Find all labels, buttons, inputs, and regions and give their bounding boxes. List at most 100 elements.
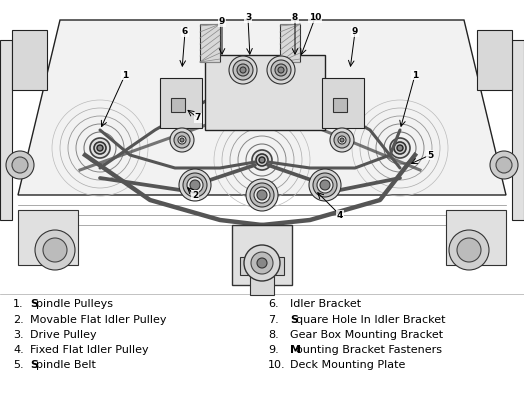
Circle shape [397,145,403,151]
Circle shape [246,179,278,211]
Bar [200,24,220,62]
Circle shape [179,169,211,201]
Circle shape [251,252,273,274]
Text: ounting Bracket Fasteners: ounting Bracket Fasteners [296,345,442,355]
Polygon shape [18,20,506,195]
Circle shape [6,151,34,179]
Circle shape [229,56,257,84]
Circle shape [271,60,291,80]
Circle shape [170,128,194,152]
Circle shape [252,150,272,170]
Text: S: S [30,360,38,370]
Text: S: S [30,299,38,309]
Circle shape [240,67,246,73]
Bar [512,40,524,220]
Circle shape [257,190,267,200]
Circle shape [233,60,253,80]
Text: 8: 8 [292,13,298,23]
Bar [232,225,292,285]
Circle shape [267,56,295,84]
Text: 9: 9 [219,17,225,27]
Bar [477,30,512,90]
Circle shape [90,138,110,158]
Circle shape [178,136,186,144]
Text: 10.: 10. [268,360,286,370]
Text: quare Hole In Idler Bracket: quare Hole In Idler Bracket [296,315,445,325]
Text: 1.: 1. [13,299,24,309]
Circle shape [35,230,75,270]
Text: 10: 10 [309,13,321,23]
Circle shape [340,138,344,142]
Text: 1: 1 [122,70,128,80]
Circle shape [275,64,287,76]
Text: 1: 1 [412,70,418,80]
Text: 5.: 5. [13,360,24,370]
Circle shape [43,238,67,262]
Bar [12,30,47,90]
Circle shape [278,67,284,73]
Circle shape [394,142,406,154]
Text: pindle Pulleys: pindle Pulleys [36,299,113,309]
Text: Movable Flat Idler Pulley: Movable Flat Idler Pulley [30,315,167,325]
Text: 9.: 9. [268,345,279,355]
Text: pindle Belt: pindle Belt [36,360,96,370]
Text: M: M [290,345,301,355]
Text: 7.: 7. [268,315,279,325]
Circle shape [449,230,489,270]
Text: 2: 2 [192,190,198,200]
Circle shape [338,136,346,144]
Circle shape [174,132,190,148]
Circle shape [256,154,268,166]
Text: 4.: 4. [13,345,24,355]
Bar [333,98,347,112]
Circle shape [496,157,512,173]
Circle shape [180,138,184,142]
Bar [240,257,284,275]
Text: 8.: 8. [268,330,279,340]
Bar [0,0,524,294]
Circle shape [257,258,267,268]
Circle shape [244,245,280,281]
Text: Deck Mounting Plate: Deck Mounting Plate [290,360,406,370]
Circle shape [490,151,518,179]
Text: Drive Pulley: Drive Pulley [30,330,96,340]
Bar [446,210,506,265]
Text: Idler Bracket: Idler Bracket [290,299,361,309]
Bar [18,210,78,265]
Circle shape [330,128,354,152]
Text: 4: 4 [337,211,343,219]
Text: 3.: 3. [13,330,24,340]
Circle shape [12,157,28,173]
Circle shape [390,138,410,158]
Circle shape [309,169,341,201]
Circle shape [237,64,249,76]
Text: 9: 9 [352,27,358,36]
Text: S: S [290,315,298,325]
Text: 2.: 2. [13,315,24,325]
Circle shape [457,238,481,262]
Text: Gear Box Mounting Bracket: Gear Box Mounting Bracket [290,330,443,340]
Circle shape [320,180,330,190]
Bar [322,78,364,128]
Bar [205,55,325,130]
Circle shape [313,173,337,197]
Circle shape [254,187,270,203]
Circle shape [187,177,203,193]
Circle shape [317,177,333,193]
Circle shape [94,142,106,154]
Text: 6.: 6. [268,299,279,309]
Text: 6: 6 [182,27,188,36]
Circle shape [190,180,200,190]
Circle shape [259,157,265,163]
Bar [250,265,274,295]
Bar [171,98,185,112]
Bar [0,40,12,220]
Circle shape [183,173,207,197]
Circle shape [334,132,350,148]
Text: 3: 3 [245,13,251,23]
Circle shape [97,145,103,151]
Text: Fixed Flat Idler Pulley: Fixed Flat Idler Pulley [30,345,149,355]
Circle shape [250,183,274,207]
Text: 5: 5 [427,150,433,160]
Bar [160,78,202,128]
